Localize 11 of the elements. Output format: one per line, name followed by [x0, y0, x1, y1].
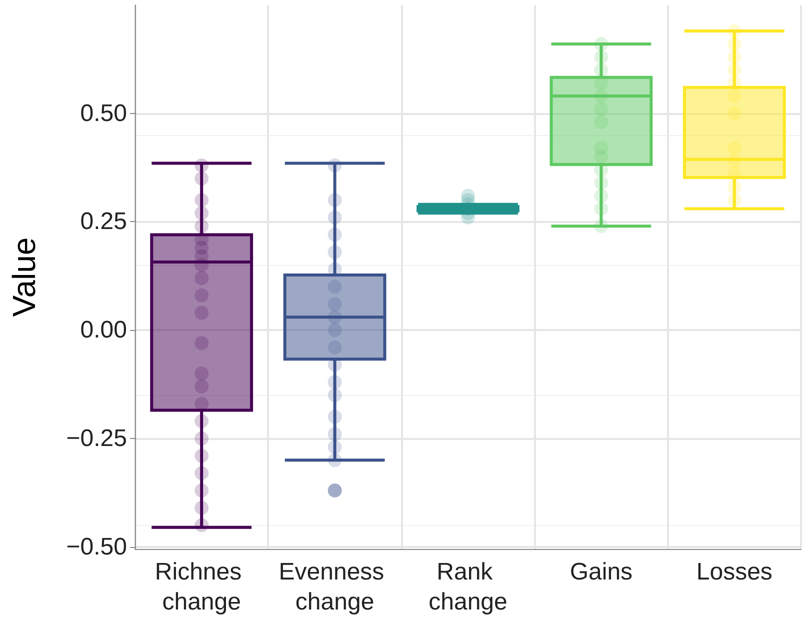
y-tick-label: 0.50: [80, 100, 127, 127]
y-tick-label: −0.25: [66, 424, 127, 452]
y-axis-title: Value: [6, 237, 42, 317]
x-tick-label: Evenness change: [278, 558, 391, 616]
x-tick-label: Richnes change: [154, 558, 248, 616]
x-tick-label: Rank change: [428, 558, 508, 616]
x-tick-label: Gains: [570, 558, 633, 586]
y-tick-label: −0.50: [66, 533, 127, 560]
y-tick-label: 0.25: [80, 208, 127, 236]
y-tick-label: 0.00: [80, 316, 127, 344]
x-tick-label: Losses: [696, 558, 772, 586]
